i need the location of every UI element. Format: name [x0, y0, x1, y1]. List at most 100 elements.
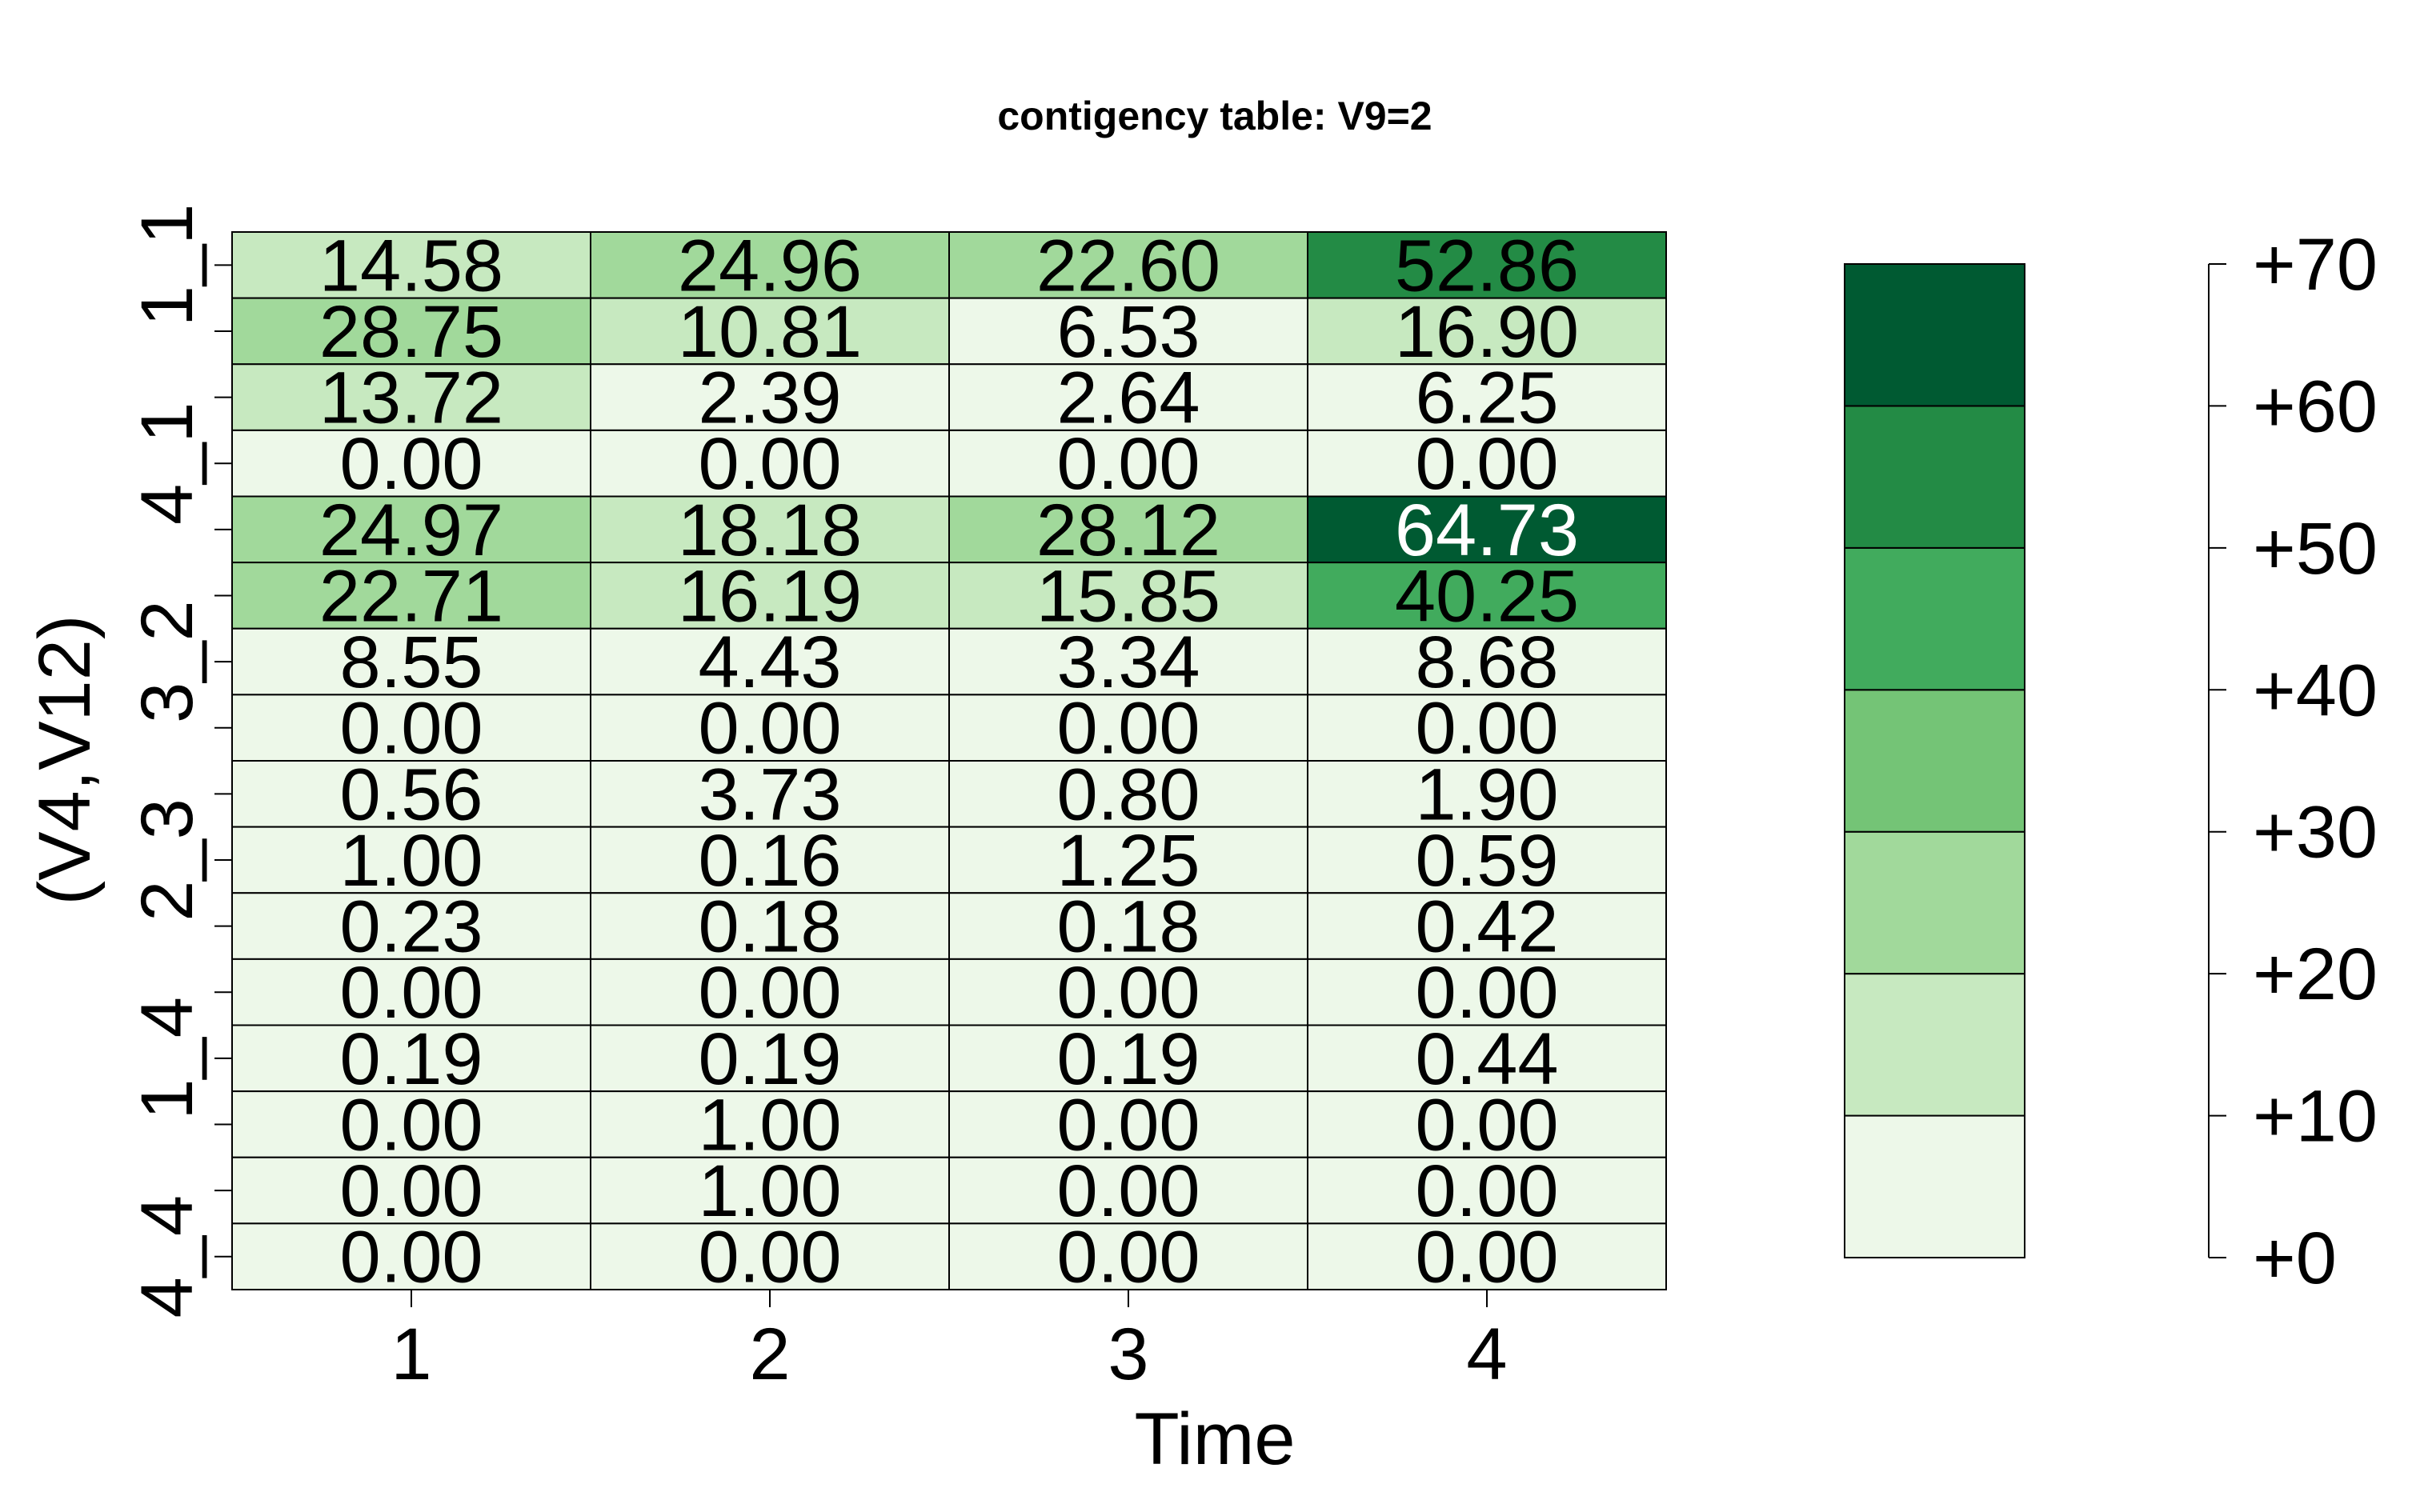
heatmap-cell — [1307, 495, 1667, 564]
cell-value-label: 3.73 — [698, 754, 841, 835]
legend-swatch — [1844, 405, 2025, 549]
cell-value-label: 0.19 — [698, 1018, 841, 1100]
heatmap-cell — [948, 694, 1308, 762]
legend-tick-label: +10 — [2253, 1076, 2378, 1158]
legend-tick-label: +0 — [2253, 1218, 2337, 1299]
heatmap-cell — [231, 429, 591, 498]
heatmap-cell — [590, 892, 950, 960]
cell-value-label: 0.59 — [1415, 820, 1558, 902]
cell-value-label: 15.85 — [1036, 555, 1220, 637]
cell-value-label: 0.00 — [698, 423, 841, 505]
heatmap-cell — [590, 562, 950, 630]
cell-value-label: 0.18 — [1056, 886, 1200, 968]
cell-value-label: 0.00 — [1056, 688, 1200, 770]
cell-value-label: 0.00 — [339, 423, 483, 505]
cell-value-label: 14.58 — [319, 225, 503, 306]
heatmap-cell — [1307, 1090, 1667, 1158]
cell-value-label: 16.90 — [1395, 291, 1579, 373]
x-tick-label: 1 — [391, 1314, 431, 1395]
heatmap-cell — [1307, 562, 1667, 630]
x-tick-label: 4 — [1466, 1314, 1507, 1395]
heatmap-cell — [590, 231, 950, 299]
cell-value-label: 0.00 — [1415, 1150, 1558, 1232]
heatmap-cell — [590, 958, 950, 1026]
heatmap-cells — [231, 231, 1667, 1290]
legend-tick-label: +60 — [2253, 366, 2378, 447]
heatmap-cell — [948, 1024, 1308, 1093]
cell-value-label: 1.00 — [339, 820, 483, 902]
heatmap-cell — [1307, 297, 1667, 366]
heatmap-cell — [1307, 760, 1667, 828]
heatmap-cell — [948, 231, 1308, 299]
color-legend: +0 +10 +20 +30 +40 +50 +60 +70 — [1844, 224, 2378, 1299]
heatmap-cell — [948, 495, 1308, 564]
cell-value-label: 0.00 — [339, 1150, 483, 1232]
cell-value-label: 28.12 — [1036, 490, 1220, 571]
cell-value-label: 64.73 — [1395, 490, 1579, 571]
cell-value-label: 1.25 — [1056, 820, 1200, 902]
heatmap-cell — [948, 760, 1308, 828]
cell-value-label: 0.00 — [698, 952, 841, 1034]
heatmap-cell — [948, 826, 1308, 894]
cell-value-label: 16.19 — [678, 555, 862, 637]
cell-value-label: 0.00 — [339, 1217, 483, 1298]
cell-value-label: 0.00 — [1415, 1217, 1558, 1298]
heatmap-cell — [231, 958, 591, 1026]
cell-value-label: 0.00 — [1415, 1084, 1558, 1166]
heatmap-cell — [590, 1024, 950, 1093]
y-axis: 1_1 4_1 3_2 2_3 1_4 4_4 — [126, 204, 232, 1318]
cell-value-label: 0.00 — [1056, 1217, 1200, 1298]
cell-value-label: 0.00 — [339, 1084, 483, 1166]
heatmap-cell — [231, 495, 591, 564]
legend-tick-label: +40 — [2253, 650, 2378, 731]
heatmap-cell — [590, 429, 950, 498]
heatmap-cell — [590, 1222, 950, 1290]
cell-value-label: 0.42 — [1415, 886, 1558, 968]
cell-value-label: 0.16 — [698, 820, 841, 902]
cell-value-label: 0.18 — [698, 886, 841, 968]
legend-swatch — [1844, 830, 2025, 975]
cell-value-label: 0.00 — [1415, 952, 1558, 1034]
chart-title: contigency table: V9=2 — [997, 94, 1432, 138]
cell-value-label: 0.44 — [1415, 1018, 1558, 1100]
heatmap-cell — [1307, 429, 1667, 498]
heatmap-cell — [590, 1090, 950, 1158]
cell-value-label: 3.34 — [1056, 622, 1200, 703]
cell-value-label: 0.00 — [339, 688, 483, 770]
cell-value-label: 0.00 — [698, 688, 841, 770]
heatmap-cell — [590, 363, 950, 431]
y-tick-label: 1_4 — [126, 997, 208, 1120]
heatmap-cell — [231, 231, 591, 299]
cell-value-label: 1.90 — [1415, 754, 1558, 835]
cell-value-label: 18.18 — [678, 490, 862, 571]
heatmap-cell — [948, 1156, 1308, 1225]
cell-value-label: 2.64 — [1056, 358, 1200, 439]
heatmap-cell — [948, 958, 1308, 1026]
y-tick-label: 4_4 — [126, 1195, 208, 1318]
cell-value-label: 0.00 — [1056, 952, 1200, 1034]
heatmap-cell — [590, 627, 950, 696]
heatmap-cell — [231, 562, 591, 630]
heatmap-cell — [590, 694, 950, 762]
cell-value-label: 0.00 — [339, 952, 483, 1034]
heatmap-cell — [948, 892, 1308, 960]
cell-value-label: 0.19 — [339, 1018, 483, 1100]
heatmap-cell — [590, 826, 950, 894]
heatmap-cell — [1307, 1156, 1667, 1225]
cell-value-label: 40.25 — [1395, 555, 1579, 637]
cell-value-label: 0.00 — [1415, 423, 1558, 505]
heatmap-cell — [948, 429, 1308, 498]
cell-value-label: 4.43 — [698, 622, 841, 703]
legend-swatch — [1844, 973, 2025, 1117]
heatmap-cell — [948, 1222, 1308, 1290]
cell-value-label: 52.86 — [1395, 225, 1579, 306]
cell-value-label: 0.00 — [1056, 423, 1200, 505]
cell-value-label: 28.75 — [319, 291, 503, 373]
legend-swatch — [1844, 689, 2025, 833]
cell-value-label: 22.60 — [1036, 225, 1220, 306]
heatmap-cell — [1307, 1222, 1667, 1290]
cell-value-label: 0.00 — [698, 1217, 841, 1298]
legend-tick-label: +20 — [2253, 934, 2378, 1015]
x-axis-title: Time — [1134, 1398, 1295, 1480]
